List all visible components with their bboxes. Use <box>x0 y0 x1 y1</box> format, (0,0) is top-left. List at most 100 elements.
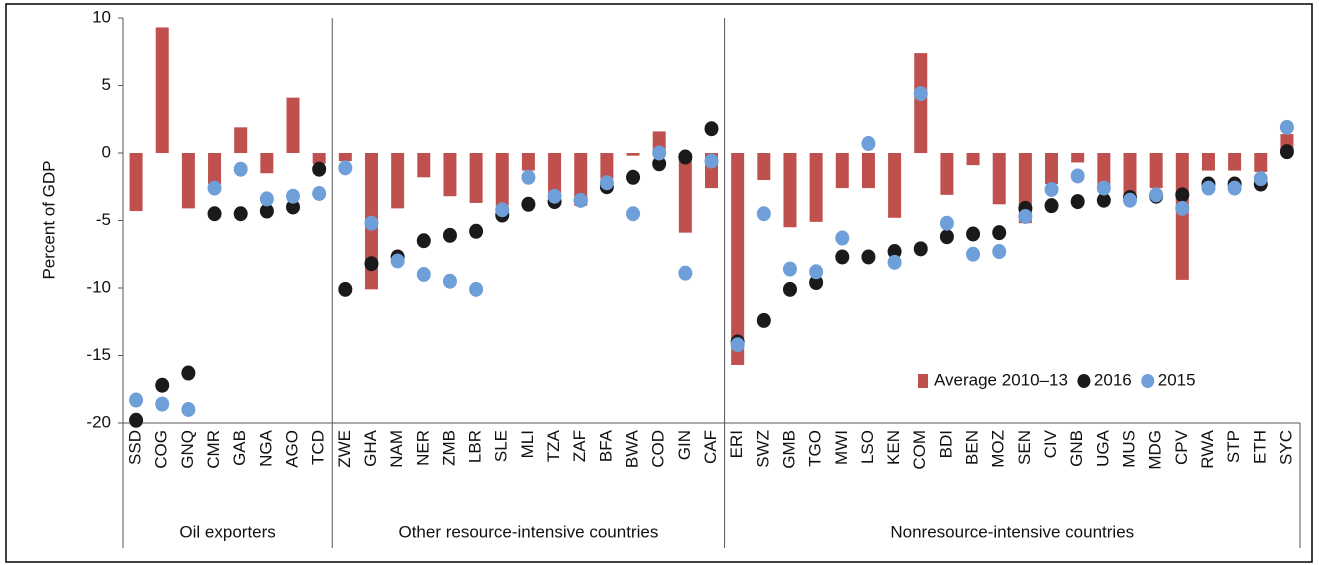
dot <box>1201 180 1216 196</box>
y-tick-label: -10 <box>86 277 111 296</box>
group-label: Nonresource-intensive countries <box>890 522 1134 541</box>
x-tick-label: LSO <box>858 430 877 464</box>
bar <box>992 153 1006 205</box>
x-tick-label: ZWE <box>335 430 354 468</box>
dot <box>1096 180 1111 196</box>
x-tick-label: GIN <box>675 430 694 460</box>
bar <box>181 153 195 209</box>
x-tick-label: SLE <box>492 430 511 462</box>
dot <box>782 261 797 277</box>
bar <box>548 153 562 199</box>
bar <box>809 153 823 222</box>
x-tick-label: GAB <box>230 430 249 466</box>
dot <box>1018 208 1033 224</box>
x-tick-label: CAF <box>701 430 720 464</box>
bar <box>129 153 143 212</box>
bar <box>1149 153 1163 189</box>
x-tick-label: ERI <box>727 430 746 458</box>
dot <box>390 253 405 269</box>
dot <box>155 396 170 412</box>
dot <box>338 160 353 176</box>
dot <box>364 256 379 272</box>
dot <box>809 275 824 291</box>
dot <box>129 392 144 408</box>
bar <box>260 153 274 174</box>
y-tick-label: -15 <box>86 345 111 364</box>
bar <box>835 153 849 189</box>
legend-label: 2015 <box>1158 370 1196 389</box>
dot <box>259 191 274 207</box>
dot <box>626 169 641 185</box>
x-tick-label: BDI <box>936 430 955 458</box>
dot <box>913 86 928 102</box>
bar <box>731 153 745 365</box>
dot <box>416 267 431 282</box>
dot <box>1279 119 1294 135</box>
dot <box>1122 192 1137 208</box>
x-tick-label: GNB <box>1067 430 1086 467</box>
x-tick-label: GMB <box>779 430 798 469</box>
x-tick-label: LBR <box>466 430 485 463</box>
dot <box>207 180 222 196</box>
x-tick-label: NGA <box>256 429 275 467</box>
dot <box>704 121 719 137</box>
dot <box>521 196 536 212</box>
x-tick-label: SYC <box>1276 430 1295 465</box>
group-label: Oil exporters <box>179 522 275 541</box>
x-tick-label: SSD <box>126 430 145 465</box>
dot <box>887 244 902 260</box>
dot <box>704 153 719 169</box>
bar <box>338 153 352 162</box>
bar <box>1201 153 1215 171</box>
bar <box>966 153 980 166</box>
x-tick-label: TGO <box>806 430 825 467</box>
dot <box>286 188 301 204</box>
bar <box>600 153 614 179</box>
y-axis-label: Percent of GDP <box>39 160 58 279</box>
bar <box>417 153 431 178</box>
bar <box>443 153 457 197</box>
dot <box>652 145 667 161</box>
dot <box>1227 180 1242 196</box>
bar <box>1097 153 1111 190</box>
x-tick-label: COG <box>152 430 171 469</box>
dot <box>913 241 928 257</box>
bar <box>521 153 535 171</box>
bar <box>155 27 169 154</box>
dot <box>887 254 902 270</box>
frame <box>5 3 1313 563</box>
x-tick-label: SEN <box>1015 430 1034 465</box>
x-tick-label: ZMB <box>439 430 458 466</box>
legend-label: Average 2010–13 <box>934 370 1068 389</box>
x-tick-label: COD <box>649 430 668 468</box>
dot <box>207 206 222 222</box>
dot <box>992 225 1007 241</box>
x-tick-label: SWZ <box>753 430 772 468</box>
legend-swatch <box>918 374 928 388</box>
y-tick-label: 5 <box>102 75 111 94</box>
bar <box>208 153 222 185</box>
x-tick-label: CPV <box>1172 429 1191 465</box>
dot <box>573 192 588 208</box>
x-tick-label: MUS <box>1119 430 1138 468</box>
x-tick-label: BFA <box>596 429 615 462</box>
x-tick-label: GNQ <box>178 430 197 469</box>
x-tick-label: STP <box>1224 430 1243 463</box>
dot <box>286 199 301 215</box>
bar <box>469 153 483 203</box>
dot <box>1044 198 1059 214</box>
bar <box>234 127 248 153</box>
dot <box>1070 168 1085 184</box>
dot <box>809 264 824 280</box>
dot <box>730 337 745 353</box>
dot <box>129 412 144 428</box>
dot <box>1096 192 1111 208</box>
bar <box>1071 153 1085 163</box>
legend-swatch <box>1141 374 1155 388</box>
dot <box>861 249 876 265</box>
dot <box>652 156 667 172</box>
y-tick-label: -5 <box>96 210 111 229</box>
bar <box>861 153 875 189</box>
dot <box>181 365 196 381</box>
